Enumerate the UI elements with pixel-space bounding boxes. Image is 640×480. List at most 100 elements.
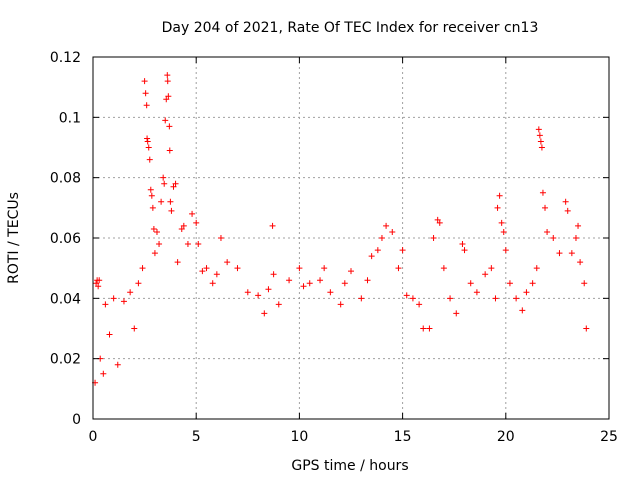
data-point	[141, 78, 148, 85]
data-point	[564, 207, 571, 214]
data-point	[286, 277, 293, 284]
data-point	[148, 192, 155, 199]
data-point	[568, 250, 575, 257]
chart-title: Day 204 of 2021, Rate Of TEC Index for r…	[162, 20, 539, 36]
data-point	[399, 247, 406, 254]
data-point	[538, 144, 545, 151]
data-point	[168, 207, 175, 214]
data-point	[494, 204, 501, 211]
data-point	[389, 228, 396, 235]
data-point	[488, 265, 495, 272]
data-point	[358, 295, 365, 302]
data-point	[261, 310, 268, 317]
data-point	[544, 228, 551, 235]
data-point	[523, 289, 530, 296]
data-point	[321, 265, 328, 272]
data-point	[149, 204, 156, 211]
data-point	[482, 271, 489, 278]
data-point	[203, 265, 210, 272]
data-point	[195, 241, 202, 248]
y-tick-label: 0.12	[50, 50, 81, 66]
data-point	[550, 235, 557, 241]
data-point	[170, 183, 177, 190]
data-point	[434, 216, 441, 223]
data-point	[120, 298, 127, 305]
data-point	[217, 235, 224, 241]
data-point	[536, 132, 543, 139]
data-point	[416, 301, 423, 308]
y-tick-label: 0.02	[50, 352, 81, 368]
data-point	[583, 325, 590, 332]
data-point	[426, 325, 433, 332]
data-point	[539, 189, 546, 196]
data-point	[300, 283, 307, 290]
data-point	[151, 250, 158, 257]
y-tick-label: 0.08	[50, 171, 81, 187]
data-point	[473, 289, 480, 296]
data-point	[162, 117, 169, 124]
y-tick-label: 0.06	[50, 231, 81, 247]
data-point	[164, 78, 171, 85]
data-point	[577, 259, 584, 266]
data-point	[224, 259, 231, 266]
data-point	[93, 280, 100, 287]
data-point	[403, 292, 410, 299]
data-point	[184, 241, 191, 248]
data-point	[519, 307, 526, 314]
data-point	[161, 180, 168, 187]
data-point	[430, 235, 437, 241]
grid-lines	[93, 57, 609, 419]
data-point	[440, 265, 447, 272]
data-point	[562, 198, 569, 205]
data-point	[420, 325, 427, 332]
data-point	[234, 265, 241, 272]
data-point	[461, 247, 468, 254]
data-point	[447, 295, 454, 302]
data-point	[368, 253, 375, 260]
data-point	[542, 204, 549, 211]
data-point	[506, 280, 513, 287]
data-point	[174, 259, 181, 266]
data-point	[100, 370, 107, 377]
y-tick-label: 0.04	[50, 291, 81, 307]
data-point	[106, 331, 113, 338]
x-axis-label: GPS time / hours	[291, 458, 408, 474]
data-point	[341, 280, 348, 287]
data-point	[327, 289, 334, 296]
data-point	[166, 123, 173, 130]
data-point	[378, 235, 385, 241]
data-point	[160, 174, 167, 181]
x-tick-labels: 0 5 10 15 20 25	[89, 429, 618, 445]
data-point	[453, 310, 460, 317]
data-point	[135, 280, 142, 287]
data-point	[556, 250, 563, 257]
x-tick-label: 25	[600, 429, 618, 445]
data-point	[529, 280, 536, 287]
data-point	[269, 222, 276, 229]
data-point	[167, 198, 174, 205]
data-point	[296, 265, 303, 272]
data-point	[270, 271, 277, 278]
data-point	[213, 271, 220, 278]
data-point	[127, 289, 134, 296]
data-point	[139, 265, 146, 272]
y-tick-label: 0.1	[59, 110, 81, 126]
data-point	[395, 265, 402, 272]
data-points	[92, 72, 590, 386]
data-point	[436, 219, 443, 226]
data-point	[142, 90, 149, 97]
data-point	[348, 268, 354, 275]
data-point	[156, 241, 163, 248]
data-point	[131, 325, 138, 332]
data-point	[513, 295, 520, 302]
data-point	[163, 96, 170, 103]
x-tick-label: 5	[192, 429, 201, 445]
data-point	[537, 138, 544, 145]
data-point	[467, 280, 474, 287]
data-point	[189, 210, 196, 217]
y-axis-label: ROTI / TECUs	[6, 192, 22, 284]
data-point	[535, 126, 542, 133]
data-point	[502, 247, 509, 254]
data-point	[244, 289, 251, 296]
